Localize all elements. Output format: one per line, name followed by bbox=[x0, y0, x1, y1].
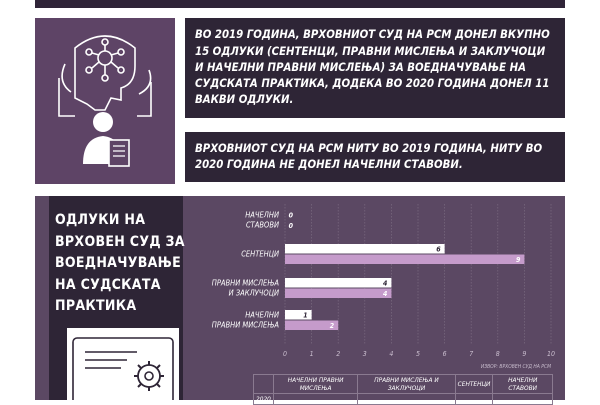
bar-2019 bbox=[285, 244, 445, 254]
table-cell bbox=[454, 393, 494, 405]
table-header-cell bbox=[253, 374, 274, 394]
category-label: НАЧЕЛНИ bbox=[245, 211, 279, 220]
bar-2020 bbox=[285, 288, 392, 298]
category-label: И ЗАКЛУЧОЦИ bbox=[229, 289, 279, 298]
section-title: ОДЛУКИ НА ВРХОВЕН СУД ЗА ВОЕДНАЧУВАЊЕ НА… bbox=[55, 212, 185, 314]
category-label: НАЧЕЛНИ bbox=[245, 311, 279, 320]
x-tick-label: 1 bbox=[310, 350, 314, 358]
x-tick-label: 4 bbox=[389, 350, 393, 358]
category-label: СТАВОВИ bbox=[246, 221, 279, 230]
data-label: 4 bbox=[383, 290, 387, 298]
info-icon-panel bbox=[35, 18, 175, 184]
info-panel-decisions: ВО 2019 ГОДИНА, ВРХОВНИОТ СУД НА РСМ ДОН… bbox=[185, 18, 565, 118]
data-table: НАЧЕЛНИ ПРАВНИ МИСЛЕЊА ПРАВНИ МИСЛЕЊА И З… bbox=[253, 374, 553, 405]
table-cell bbox=[272, 393, 359, 405]
table-cell: 2020 bbox=[253, 393, 274, 405]
top-bar bbox=[35, 0, 565, 8]
data-label: 1 bbox=[303, 312, 307, 320]
table-cell bbox=[357, 393, 456, 405]
data-label: 0 bbox=[289, 212, 294, 220]
bar-2020 bbox=[285, 320, 339, 330]
certificate-card bbox=[67, 328, 179, 400]
info-panel-principles: ВРХОВНИОТ СУД НА РСМ НИТУ ВО 2019 ГОДИНА… bbox=[185, 132, 565, 182]
data-label: 4 bbox=[383, 280, 387, 288]
x-tick-label: 8 bbox=[496, 350, 500, 358]
category-label: ПРАВНИ МИСЛЕЊА bbox=[212, 321, 280, 330]
certificate-gear-icon bbox=[72, 337, 174, 400]
table-row: 2020 bbox=[253, 393, 553, 405]
x-tick-label: 3 bbox=[363, 350, 367, 358]
data-label: 6 bbox=[436, 246, 441, 254]
x-tick-label: 5 bbox=[416, 350, 420, 358]
data-label: 0 bbox=[289, 222, 294, 230]
source-note: ИЗВОР: ВРХОВЕН СУД НА РСМ bbox=[481, 364, 551, 370]
table-header-cell: СЕНТЕНЦИ bbox=[454, 374, 494, 394]
x-tick-label: 9 bbox=[522, 350, 526, 358]
info-text-decisions: ВО 2019 ГОДИНА, ВРХОВНИОТ СУД НА РСМ ДОН… bbox=[195, 28, 550, 107]
x-tick-label: 0 bbox=[283, 350, 287, 358]
x-tick-label: 2 bbox=[336, 350, 340, 358]
table-header-cell: НАЧЕЛНИ ПРАВНИ МИСЛЕЊА bbox=[272, 374, 359, 394]
bar-2020 bbox=[285, 254, 525, 264]
data-label: 2 bbox=[330, 322, 335, 330]
data-label: 9 bbox=[516, 256, 521, 264]
x-tick-label: 7 bbox=[469, 350, 473, 358]
table-header-cell: НАЧЕЛНИ СТАВОВИ bbox=[492, 374, 553, 394]
category-label: ПРАВНИ МИСЛЕЊА bbox=[212, 279, 280, 288]
category-label: СЕНТЕНЦИ bbox=[241, 250, 279, 259]
table-header-cell: ПРАВНИ МИСЛЕЊА И ЗАКЛУЧОЦИ bbox=[357, 374, 456, 394]
network-head-icon bbox=[58, 35, 152, 167]
bar-2019 bbox=[285, 278, 392, 288]
table-cell bbox=[492, 393, 553, 405]
x-tick-label: 6 bbox=[443, 350, 447, 358]
bar-2019 bbox=[285, 310, 312, 320]
decisions-chart-section: ОДЛУКИ НА ВРХОВЕН СУД ЗА ВОЕДНАЧУВАЊЕ НА… bbox=[35, 196, 565, 405]
info-text-principles: ВРХОВНИОТ СУД НА РСМ НИТУ ВО 2019 ГОДИНА… bbox=[195, 141, 543, 171]
x-tick-label: 10 bbox=[547, 350, 555, 358]
